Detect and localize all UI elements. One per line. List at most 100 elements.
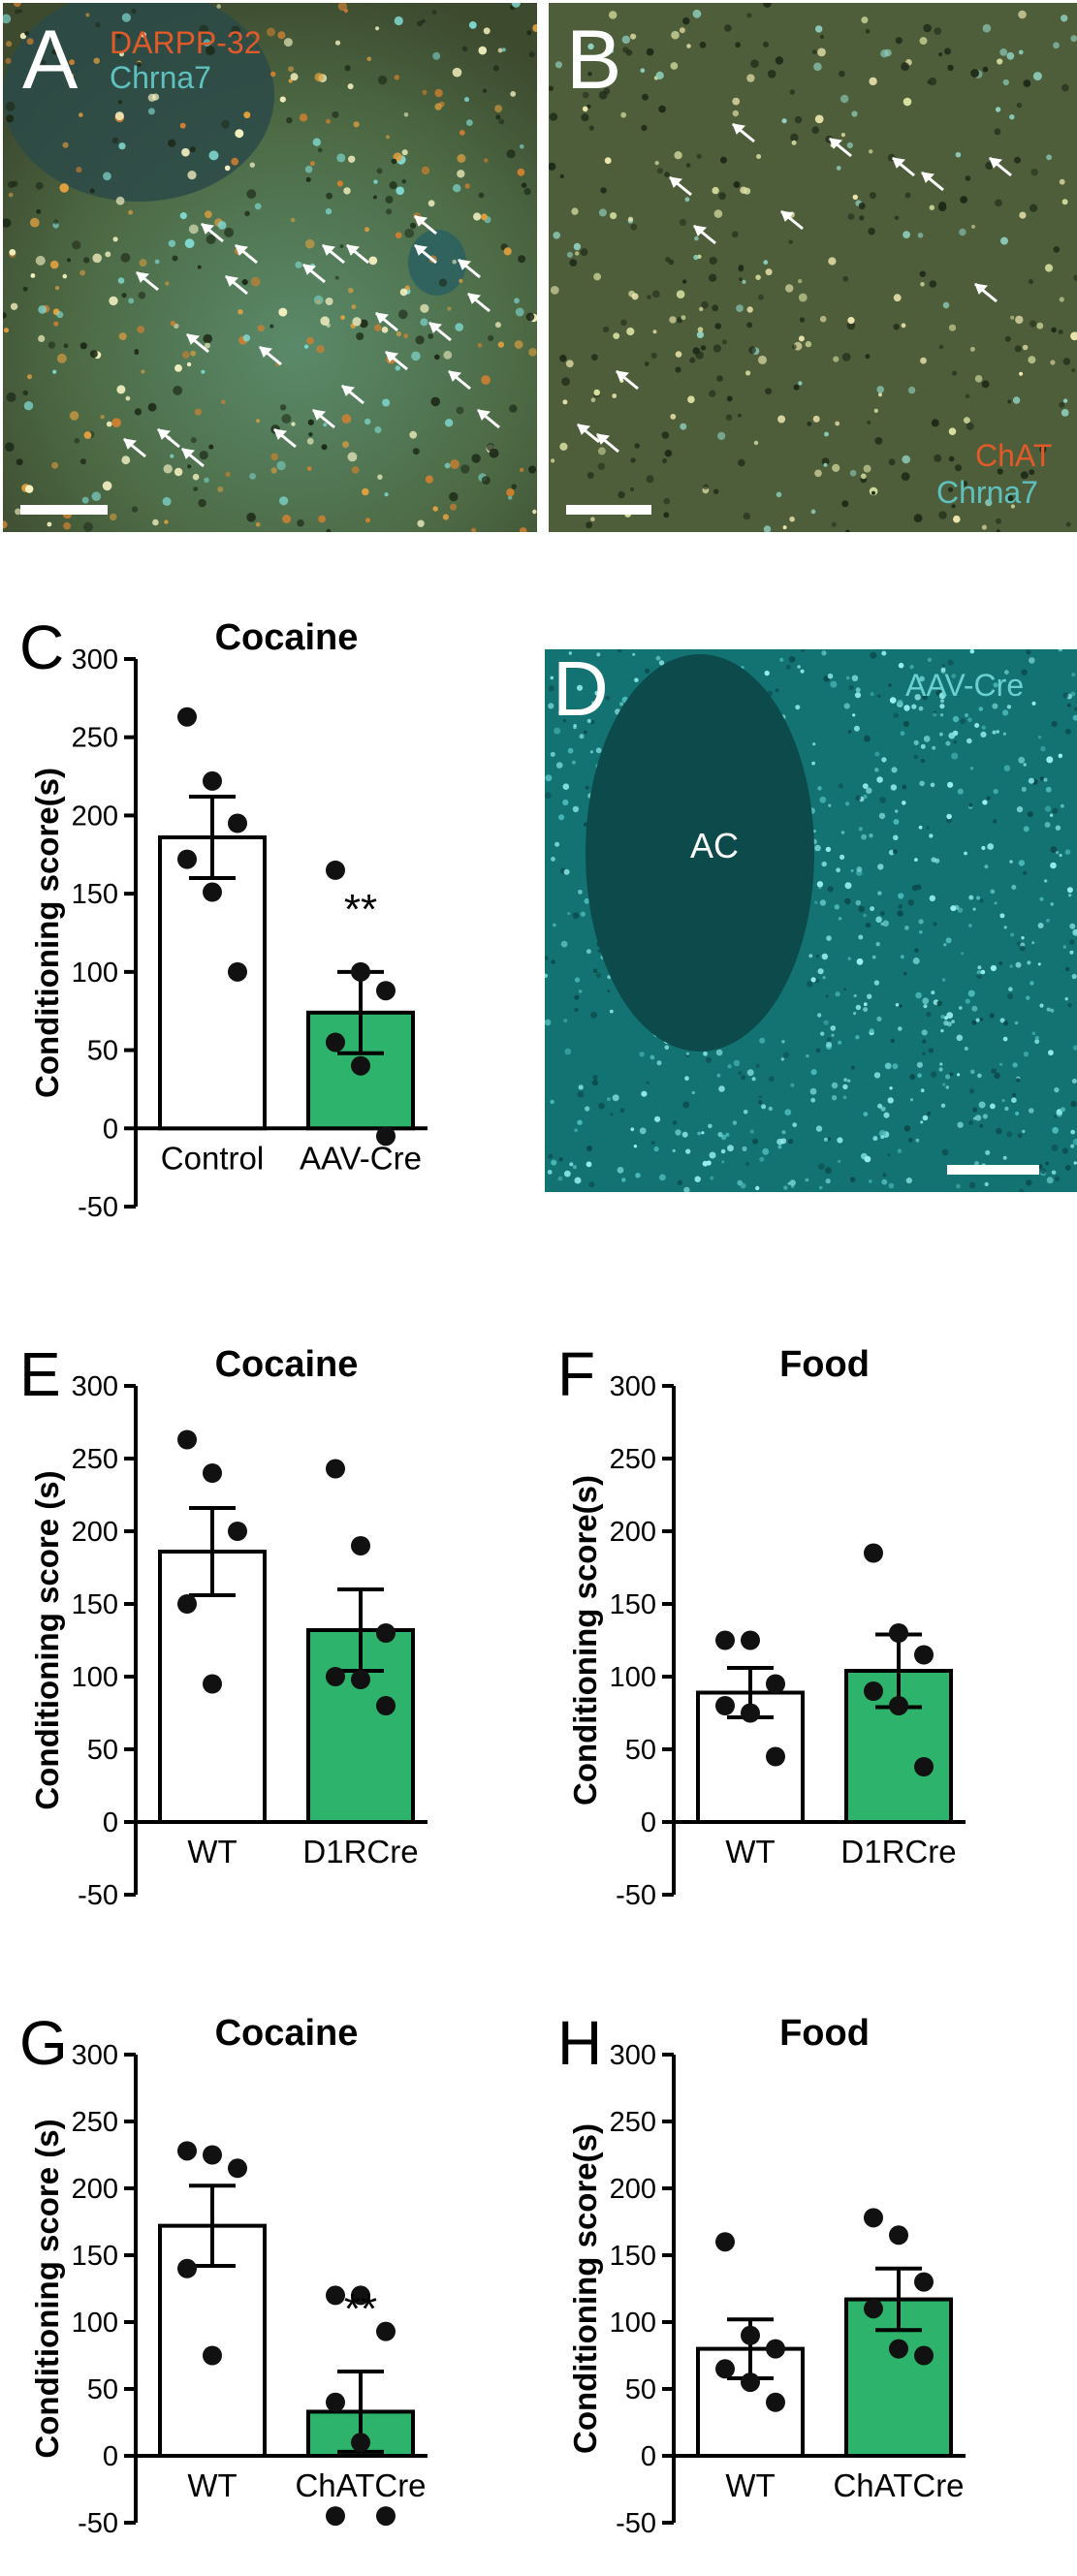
cell xyxy=(421,166,430,175)
cell xyxy=(780,1057,784,1061)
cell xyxy=(1058,753,1063,759)
cell xyxy=(970,1069,975,1075)
cell xyxy=(708,273,717,282)
cell xyxy=(184,238,195,249)
cell xyxy=(1062,692,1069,699)
cell xyxy=(907,899,914,906)
cell xyxy=(1003,926,1007,929)
cell xyxy=(947,781,954,788)
data-point xyxy=(766,1674,785,1694)
cell xyxy=(514,340,523,349)
cell xyxy=(995,199,1002,207)
data-point xyxy=(228,1522,247,1541)
cell xyxy=(955,151,962,158)
cell xyxy=(959,228,966,236)
cell xyxy=(528,348,537,357)
data-point xyxy=(326,2506,345,2527)
cell xyxy=(102,481,112,491)
cell xyxy=(847,730,852,734)
cell xyxy=(455,323,464,331)
cell xyxy=(1064,997,1068,1001)
cell xyxy=(904,926,909,930)
cell xyxy=(607,989,611,993)
cell xyxy=(565,360,574,368)
cell xyxy=(242,334,251,342)
cell xyxy=(453,184,461,193)
cell xyxy=(478,192,485,199)
cell xyxy=(3,218,12,228)
cell xyxy=(840,133,845,138)
cell xyxy=(348,155,356,163)
cell xyxy=(745,370,751,376)
cell xyxy=(836,166,841,171)
cell xyxy=(823,462,828,467)
cell xyxy=(347,452,358,462)
cell xyxy=(422,89,428,95)
cell xyxy=(1026,995,1030,1000)
cell xyxy=(817,1013,822,1018)
cell xyxy=(865,354,871,360)
cell xyxy=(900,731,905,737)
cell xyxy=(956,1183,961,1189)
cell xyxy=(168,139,176,147)
cell xyxy=(306,466,312,471)
cell xyxy=(381,327,389,333)
data-point xyxy=(715,2232,735,2252)
cell xyxy=(326,192,333,200)
cell xyxy=(700,345,707,351)
cell xyxy=(739,277,743,282)
cell xyxy=(1058,330,1063,334)
cell xyxy=(105,251,111,258)
cell xyxy=(943,1021,949,1026)
cell xyxy=(824,431,829,437)
cell xyxy=(1029,320,1037,328)
cell xyxy=(999,913,1005,919)
cell xyxy=(790,1083,795,1087)
cell xyxy=(598,1102,605,1110)
cell xyxy=(612,1094,619,1102)
cell xyxy=(1051,1144,1059,1151)
cell xyxy=(867,993,872,999)
ac-region xyxy=(586,654,814,1052)
cell xyxy=(206,235,216,244)
cell xyxy=(1011,1097,1017,1103)
y-tick-label: 50 xyxy=(87,1735,118,1766)
cell xyxy=(1070,1129,1076,1135)
cell xyxy=(681,315,686,321)
y-tick-label: 50 xyxy=(87,1036,118,1067)
cell xyxy=(980,969,986,975)
cell xyxy=(288,79,293,83)
cell xyxy=(1006,992,1014,1000)
cell xyxy=(1070,331,1077,341)
cell xyxy=(566,251,573,258)
cell xyxy=(270,71,276,78)
cell xyxy=(1044,805,1052,812)
cell xyxy=(953,739,958,744)
y-tick-label: 300 xyxy=(610,2040,656,2071)
cell xyxy=(811,761,815,766)
cell xyxy=(532,509,537,515)
cell xyxy=(634,677,639,682)
cell xyxy=(646,47,654,56)
cell xyxy=(893,849,898,855)
cell xyxy=(299,113,308,122)
cell xyxy=(246,189,257,200)
cell xyxy=(1026,649,1031,655)
cell xyxy=(464,183,470,189)
cell xyxy=(452,67,462,78)
cell xyxy=(303,344,309,349)
cell xyxy=(909,1074,916,1081)
cell xyxy=(946,813,952,820)
cell xyxy=(1029,469,1035,476)
cell xyxy=(677,1179,683,1186)
cell xyxy=(869,833,873,838)
cell xyxy=(916,1061,923,1068)
cell xyxy=(561,377,570,387)
cell xyxy=(620,319,627,327)
cell xyxy=(347,83,354,90)
cell xyxy=(984,1181,989,1187)
cell xyxy=(948,427,957,436)
cell xyxy=(842,1095,847,1100)
arrow-head-icon xyxy=(921,172,935,183)
cell xyxy=(838,1040,842,1045)
